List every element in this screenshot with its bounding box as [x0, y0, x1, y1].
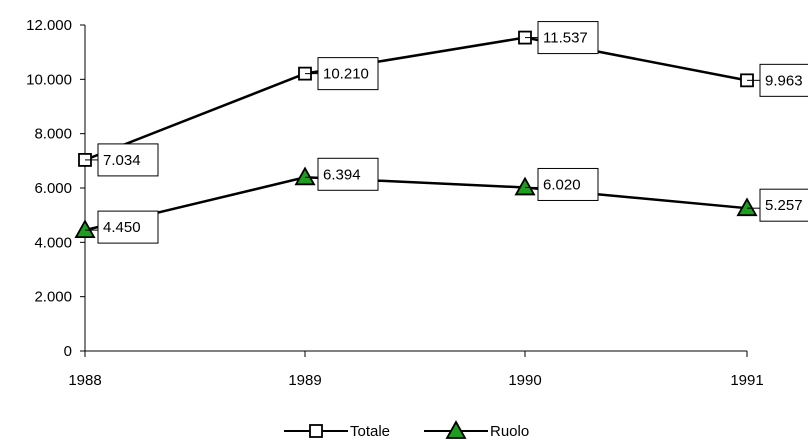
x-tick-label: 1989	[288, 372, 321, 389]
data-point-ruolo	[294, 166, 316, 186]
legend: Totale Ruolo	[284, 420, 529, 439]
axes: 0 2.000 4.000 6.000 8.000 10.000 12.000 1988 198…	[26, 17, 764, 389]
y-tick-label: 2.000	[34, 289, 72, 306]
data-label-totale: 7.034	[103, 152, 141, 169]
legend-marker-totale	[309, 424, 323, 438]
data-label-box	[97, 143, 159, 177]
data-label-totale: 9.963	[765, 72, 803, 89]
data-labels: 7.034 10.210 11.537 9.963 4.450 6.394 6.020 5.2…	[85, 21, 808, 244]
y-tick-label: 10.000	[26, 71, 72, 88]
legend-marker-ruolo	[445, 420, 467, 439]
data-label-ruolo: 5.257	[765, 197, 803, 214]
x-tick-label: 1988	[68, 372, 101, 389]
series-line-totale	[84, 36, 748, 162]
data-label-totale: 10.210	[323, 66, 369, 83]
x-tick-label: 1990	[508, 372, 541, 389]
data-label-ruolo: 6.394	[323, 166, 361, 183]
data-label-box	[317, 57, 379, 91]
data-label-totale: 11.537	[543, 30, 588, 47]
series-lines	[84, 36, 748, 232]
y-tick-label: 8.000	[34, 126, 72, 143]
data-point-ruolo	[74, 219, 96, 239]
y-tick-label: 4.000	[34, 234, 72, 251]
series-line-ruolo	[84, 176, 748, 232]
data-label-box	[537, 167, 599, 201]
y-tick-label: 12.000	[26, 17, 72, 34]
series-markers	[74, 30, 758, 239]
data-label-box	[759, 188, 808, 222]
legend-label-ruolo: Ruolo	[490, 423, 529, 439]
x-tick-label: 1991	[730, 372, 763, 389]
legend-label-totale: Totale	[350, 423, 390, 439]
y-tick-label: 6.000	[34, 180, 72, 197]
data-point-ruolo	[514, 176, 536, 196]
data-label-box	[759, 63, 808, 97]
data-label-ruolo: 4.450	[103, 219, 141, 236]
data-label-box	[537, 21, 599, 55]
data-label-box	[97, 210, 159, 244]
data-label-box	[317, 157, 379, 191]
data-point-ruolo	[736, 197, 758, 217]
y-tick-label: 0	[64, 343, 72, 360]
data-label-ruolo: 6.020	[543, 176, 581, 193]
